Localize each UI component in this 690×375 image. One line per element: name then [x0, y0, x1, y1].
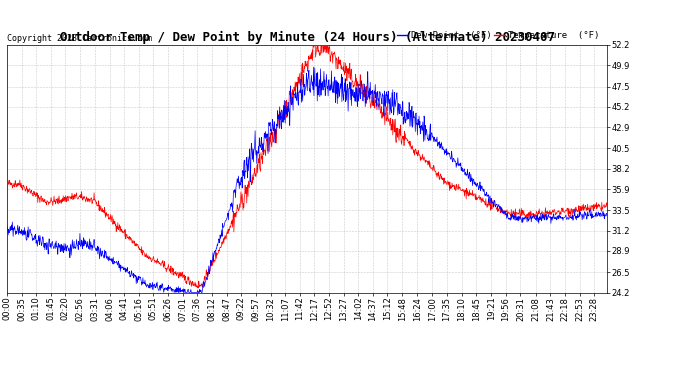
- Title: Outdoor Temp / Dew Point by Minute (24 Hours) (Alternate) 20230407: Outdoor Temp / Dew Point by Minute (24 H…: [59, 31, 555, 44]
- Legend: Dew Point  (°F), Temperature  (°F): Dew Point (°F), Temperature (°F): [394, 27, 602, 44]
- Text: Copyright 2023 Cartronics.com: Copyright 2023 Cartronics.com: [7, 33, 152, 42]
